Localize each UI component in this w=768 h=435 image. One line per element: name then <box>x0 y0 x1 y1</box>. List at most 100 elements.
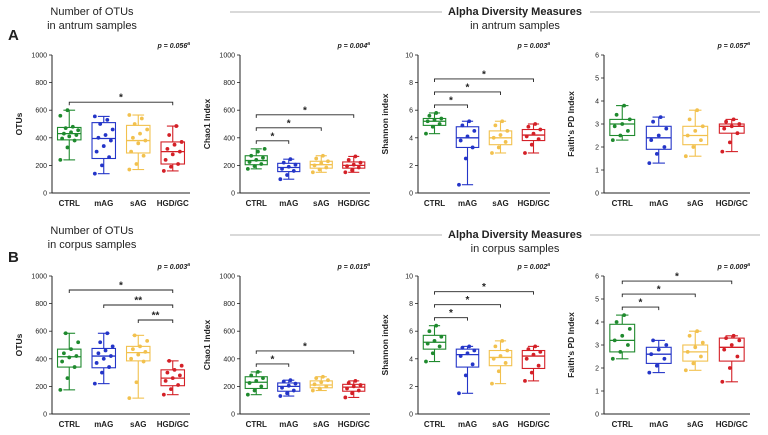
box-sag <box>125 333 151 401</box>
data-point <box>136 141 141 146</box>
data-point <box>647 370 652 375</box>
data-point <box>457 391 461 396</box>
data-point <box>108 138 113 143</box>
y-tick-label: 200 <box>35 163 47 170</box>
data-point <box>505 129 510 133</box>
data-point <box>145 338 150 343</box>
data-point <box>358 160 363 165</box>
data-point <box>170 376 175 381</box>
data-point <box>439 334 444 339</box>
data-point <box>724 119 728 124</box>
box-iqr <box>91 122 117 160</box>
data-point <box>67 355 72 360</box>
y-axis-label: Faith's PD Index <box>566 91 576 157</box>
x-tick-label-ctrl: CTRL <box>59 420 80 429</box>
data-point <box>651 119 655 124</box>
x-tick-label-sag: sAG <box>492 420 508 429</box>
significance-label: * <box>482 282 486 293</box>
data-point <box>143 138 148 143</box>
significance-label: * <box>303 341 307 352</box>
data-point <box>65 108 70 113</box>
data-point <box>100 370 104 375</box>
data-point <box>699 138 703 143</box>
data-point <box>345 386 349 391</box>
box-iqr <box>521 349 546 370</box>
data-point <box>280 166 284 171</box>
data-point <box>179 140 184 144</box>
box-iqr <box>488 349 513 367</box>
data-point <box>491 135 496 140</box>
box-mag <box>277 378 301 398</box>
data-point <box>317 167 322 172</box>
y-tick-label: 4 <box>409 135 413 142</box>
data-point <box>256 149 260 154</box>
p-value-label: p = 0.056a <box>156 41 190 50</box>
data-point <box>92 171 97 176</box>
data-point <box>139 116 144 121</box>
significance-label: * <box>287 118 291 129</box>
y-axis-label: Faith's PD Index <box>566 312 576 378</box>
x-tick-label-sag: sAG <box>687 420 703 429</box>
y-tick-label: 4 <box>595 320 599 327</box>
box-ctrl <box>56 108 82 162</box>
data-point <box>127 113 132 117</box>
data-point <box>165 146 170 151</box>
data-point <box>69 130 73 135</box>
data-point <box>58 157 63 162</box>
significance-label: * <box>303 105 307 116</box>
data-point <box>458 354 463 358</box>
data-point <box>724 336 728 340</box>
data-point <box>737 338 742 343</box>
data-point <box>177 373 182 378</box>
significance-bracket: * <box>68 281 174 293</box>
bracket-line <box>255 127 322 131</box>
data-point <box>664 343 669 347</box>
data-point <box>94 361 99 365</box>
data-point <box>612 338 617 343</box>
box-iqr <box>455 348 480 368</box>
y-tick-label: 8 <box>409 80 413 87</box>
data-point <box>107 155 111 160</box>
y-tick-label: 5 <box>595 297 599 304</box>
data-point <box>176 162 180 166</box>
data-point <box>526 347 531 352</box>
data-point <box>529 370 534 375</box>
data-point <box>74 133 79 137</box>
y-axis-label: Chao1 Index <box>202 319 212 370</box>
data-point <box>427 113 432 118</box>
x-tick-label-mag: mAG <box>649 420 668 429</box>
data-point <box>432 117 437 122</box>
data-point <box>720 379 725 384</box>
data-point <box>65 145 70 150</box>
data-point <box>465 351 470 356</box>
data-point <box>136 352 141 357</box>
significance-label: ** <box>134 296 142 307</box>
data-point <box>424 131 428 136</box>
y-tick-label: 6 <box>595 274 599 281</box>
x-tick-label-ctrl: CTRL <box>246 420 267 429</box>
data-point <box>346 381 351 385</box>
data-point <box>312 163 317 168</box>
data-point <box>531 352 536 357</box>
p-value-label: p = 0.057a <box>716 41 750 50</box>
data-point <box>498 133 503 137</box>
y-tick-label: 200 <box>35 384 47 391</box>
data-point <box>498 354 503 358</box>
p-value-label: p = 0.009a <box>716 262 750 271</box>
data-point <box>281 160 286 165</box>
significance-label: * <box>482 69 486 80</box>
data-point <box>654 152 659 156</box>
x-tick-label-mag: mAG <box>649 199 668 208</box>
significance-label: ** <box>152 311 160 322</box>
chart-a: A 0 200 400 600 800 1000 OTUs p = 0.056a CTRL mAG s… <box>8 27 190 208</box>
significance-label: * <box>675 272 679 283</box>
box-mag <box>645 338 672 375</box>
data-point <box>249 153 254 158</box>
header-A-line1: Number of OTUs <box>50 6 134 18</box>
box-hgd-gc <box>718 333 745 384</box>
panel-letter-A: A <box>8 27 19 44</box>
bracket-line <box>255 350 355 354</box>
x-tick-label-hgd-gc: HGD/GC <box>338 420 370 429</box>
data-point <box>145 127 150 132</box>
